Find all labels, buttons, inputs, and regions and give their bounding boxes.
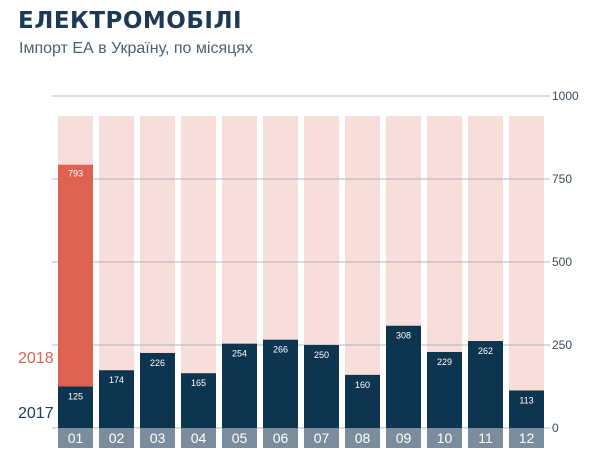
data-label-2017: 113 bbox=[519, 395, 533, 405]
x-tick-label: 05 bbox=[232, 430, 248, 446]
bar-2017 bbox=[181, 373, 216, 428]
data-label-2017: 160 bbox=[355, 380, 370, 390]
x-tick-label: 06 bbox=[273, 430, 289, 446]
x-tick-label: 02 bbox=[109, 430, 125, 446]
category-box bbox=[99, 428, 134, 448]
category-box bbox=[181, 428, 216, 448]
data-label-2017: 250 bbox=[314, 350, 329, 360]
x-tick-label: 12 bbox=[519, 430, 535, 446]
legend-2017: 2017 bbox=[18, 405, 54, 422]
bar-2017 bbox=[222, 343, 257, 428]
data-label-2017: 125 bbox=[68, 392, 83, 402]
chart-title: ЕЛЕКТРОМОБІЛІ bbox=[18, 8, 243, 34]
bar-2017 bbox=[468, 341, 503, 428]
x-tick-label: 09 bbox=[396, 430, 412, 446]
x-tick-label: 04 bbox=[191, 430, 207, 446]
data-label-2017: 266 bbox=[273, 345, 288, 355]
y-tick-label: 1000 bbox=[552, 89, 579, 103]
data-label-2017: 262 bbox=[478, 346, 493, 356]
category-box bbox=[427, 428, 462, 448]
x-tick-label: 07 bbox=[314, 430, 330, 446]
category-box bbox=[468, 428, 503, 448]
category-box bbox=[263, 428, 298, 448]
category-box bbox=[58, 428, 93, 448]
data-label-2017: 308 bbox=[396, 331, 411, 341]
bar-2017 bbox=[345, 374, 380, 428]
category-box bbox=[345, 428, 380, 448]
bar-2017 bbox=[304, 345, 339, 428]
y-tick-label: 500 bbox=[552, 255, 572, 269]
chart-subtitle: Імпорт ЕА в Україну, по місяцях bbox=[19, 40, 253, 57]
y-tick-label: 750 bbox=[552, 172, 572, 186]
bar-2017 bbox=[263, 339, 298, 428]
bar-2017 bbox=[386, 325, 421, 428]
x-tick-label: 08 bbox=[355, 430, 371, 446]
category-box bbox=[140, 428, 175, 448]
category-box bbox=[509, 428, 544, 448]
category-box bbox=[222, 428, 257, 448]
data-label-2017: 226 bbox=[150, 358, 165, 368]
bar-2017 bbox=[509, 390, 544, 428]
x-tick-label: 10 bbox=[437, 430, 453, 446]
data-label-2017: 254 bbox=[232, 349, 247, 359]
y-tick-label: 250 bbox=[552, 338, 572, 352]
category-box bbox=[386, 428, 421, 448]
legend-2018: 2018 bbox=[18, 350, 54, 367]
category-box bbox=[304, 428, 339, 448]
bar-2017 bbox=[58, 386, 93, 428]
bar-2017 bbox=[99, 370, 134, 428]
y-tick-label: 0 bbox=[552, 421, 559, 435]
x-tick-label: 01 bbox=[68, 430, 84, 446]
bar-2017 bbox=[427, 351, 462, 428]
background-column bbox=[509, 116, 544, 428]
data-label-2017: 174 bbox=[109, 375, 124, 385]
data-label-2018: 793 bbox=[68, 169, 83, 179]
data-label-2017: 229 bbox=[437, 357, 452, 367]
x-tick-label: 11 bbox=[478, 430, 493, 446]
x-tick-label: 03 bbox=[150, 430, 166, 446]
data-label-2017: 165 bbox=[191, 378, 206, 388]
bar-2018 bbox=[58, 164, 93, 387]
bar-2017 bbox=[140, 352, 175, 428]
